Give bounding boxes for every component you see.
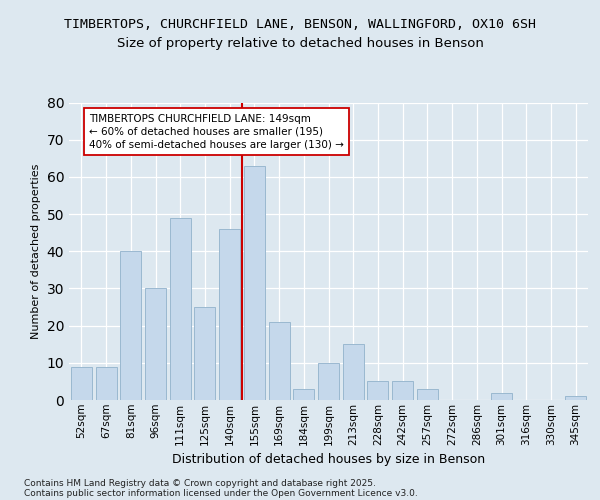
Bar [417,389,438,400]
Bar [343,344,364,400]
Bar [269,322,290,400]
Bar [95,366,116,400]
Y-axis label: Number of detached properties: Number of detached properties [31,164,41,339]
Bar [392,382,413,400]
Bar [145,288,166,400]
Bar [318,363,339,400]
Bar [194,307,215,400]
Bar [120,252,141,400]
Text: TIMBERTOPS CHURCHFIELD LANE: 149sqm
← 60% of detached houses are smaller (195)
4: TIMBERTOPS CHURCHFIELD LANE: 149sqm ← 60… [89,114,344,150]
Text: TIMBERTOPS, CHURCHFIELD LANE, BENSON, WALLINGFORD, OX10 6SH: TIMBERTOPS, CHURCHFIELD LANE, BENSON, WA… [64,18,536,30]
Bar [565,396,586,400]
Bar [244,166,265,400]
Bar [367,382,388,400]
Bar [170,218,191,400]
Bar [293,389,314,400]
Text: Size of property relative to detached houses in Benson: Size of property relative to detached ho… [116,38,484,51]
Text: Contains public sector information licensed under the Open Government Licence v3: Contains public sector information licen… [24,488,418,498]
Bar [71,366,92,400]
Text: Contains HM Land Registry data © Crown copyright and database right 2025.: Contains HM Land Registry data © Crown c… [24,478,376,488]
X-axis label: Distribution of detached houses by size in Benson: Distribution of detached houses by size … [172,453,485,466]
Bar [491,392,512,400]
Bar [219,229,240,400]
